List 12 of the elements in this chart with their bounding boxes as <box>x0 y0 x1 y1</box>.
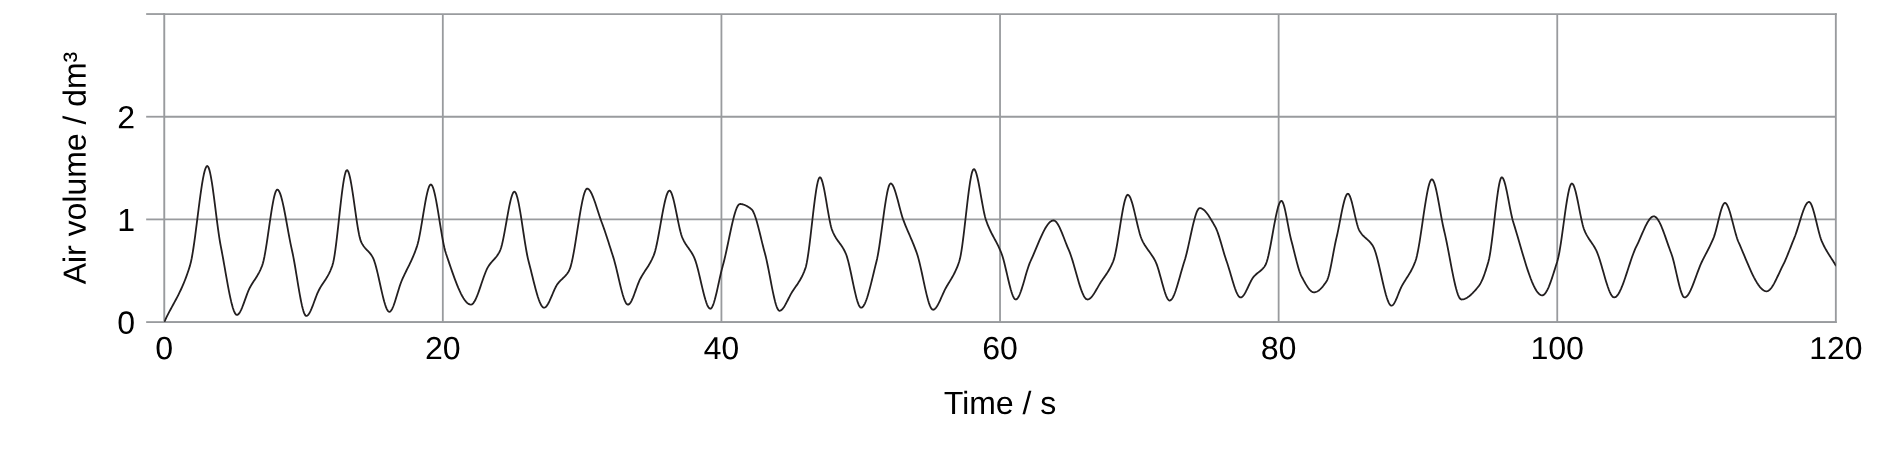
x-tick-label: 40 <box>704 336 738 360</box>
y-tick-label: 1 <box>119 209 134 231</box>
x-tick-label: 100 <box>1533 336 1583 360</box>
y-axis-title: Air volume / dm³ <box>62 52 86 285</box>
x-tick-label: 0 <box>156 336 172 360</box>
x-tick-label: 60 <box>983 336 1017 360</box>
x-tick-label: 80 <box>1262 336 1296 360</box>
y-tick-label: 2 <box>118 105 134 129</box>
x-tick-label: 120 <box>1811 336 1862 360</box>
x-axis-title: Time / s <box>944 390 1056 415</box>
y-tick-label: 0 <box>118 311 134 334</box>
x-tick-label: 20 <box>426 336 460 360</box>
